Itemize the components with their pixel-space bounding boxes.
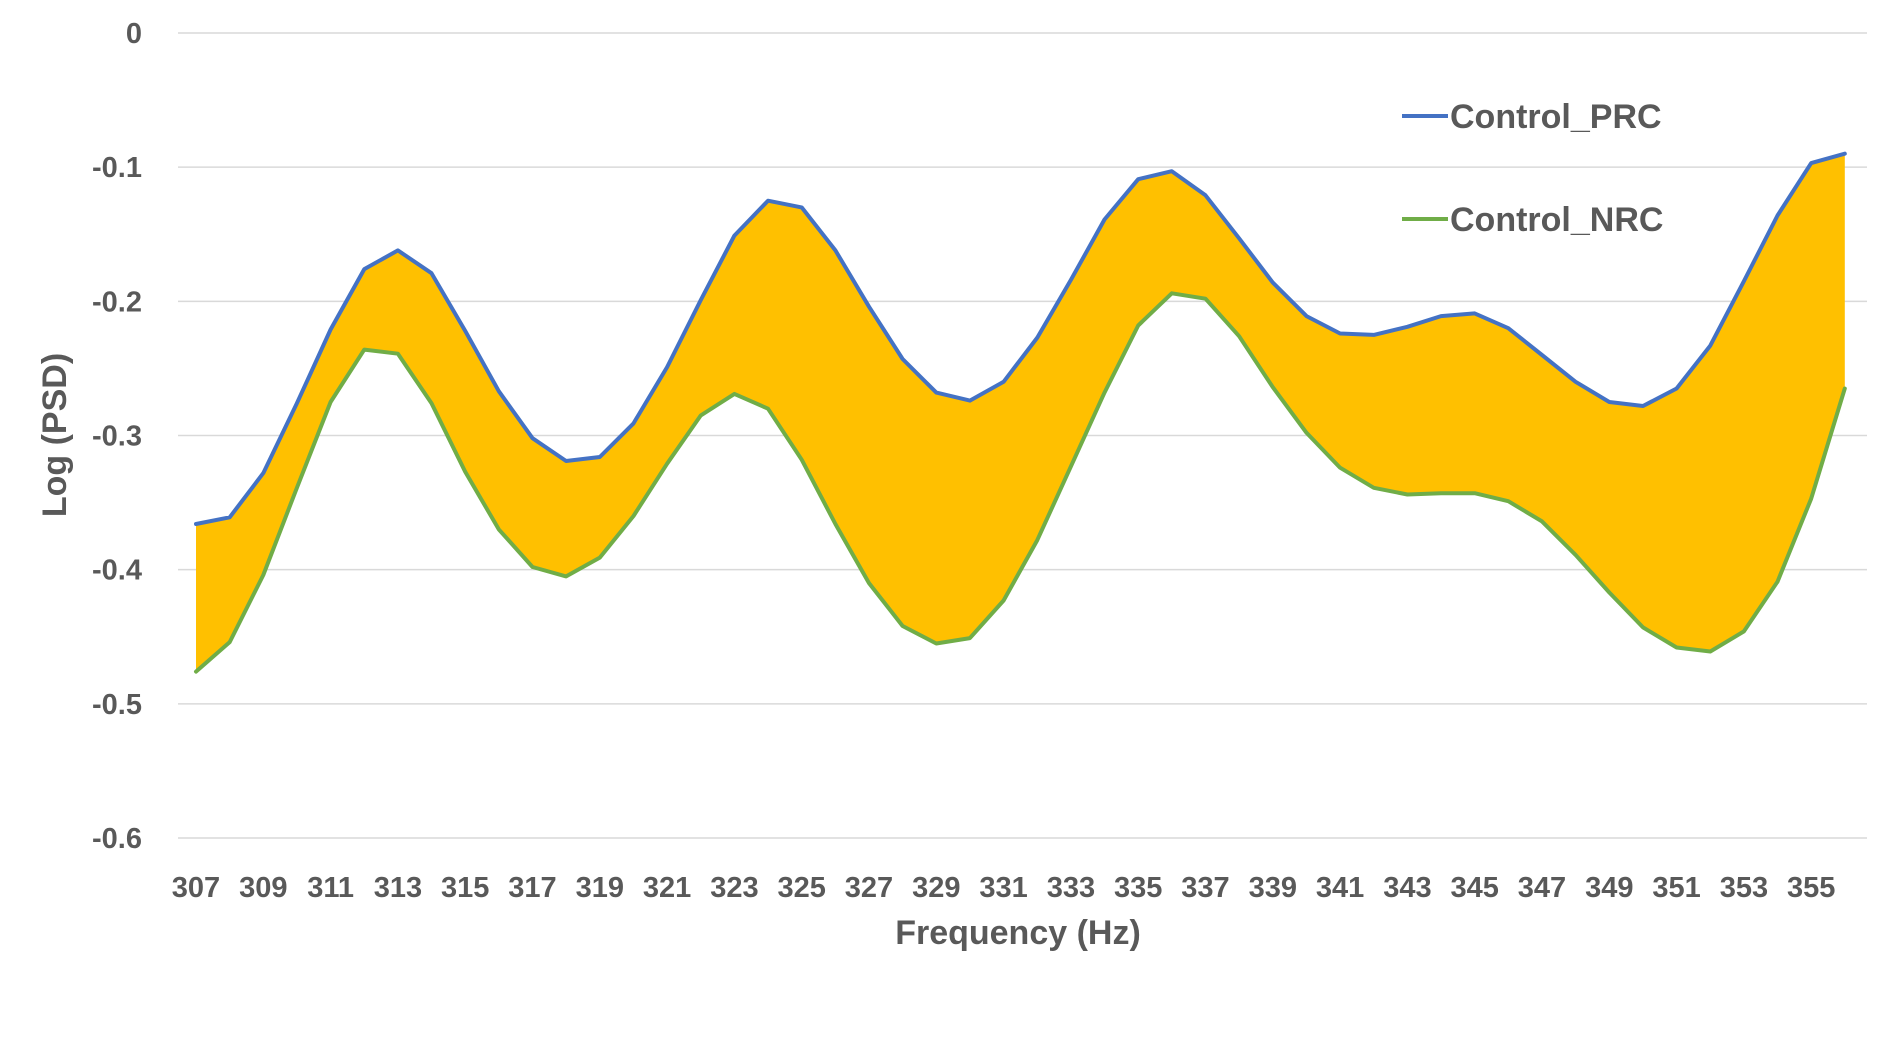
x-tick-label: 337 bbox=[1181, 872, 1229, 904]
x-tick-label: 355 bbox=[1787, 872, 1835, 904]
x-tick-label: 321 bbox=[643, 872, 691, 904]
x-tick-label: 347 bbox=[1518, 872, 1566, 904]
x-tick-label: 353 bbox=[1720, 872, 1768, 904]
fill-between-area bbox=[196, 153, 1845, 672]
y-tick-label: -0.3 bbox=[92, 421, 142, 453]
x-axis-title: Frequency (Hz) bbox=[895, 914, 1141, 952]
x-axis-tick-labels: 307 309 311 313 315 317 319 321 323 325 327 329 331 3… bbox=[172, 872, 1836, 904]
x-tick-label: 317 bbox=[508, 872, 556, 904]
y-tick-label: -0.1 bbox=[92, 152, 142, 184]
x-tick-label: 325 bbox=[778, 872, 826, 904]
fill-between-polygon bbox=[196, 153, 1845, 672]
x-tick-label: 351 bbox=[1652, 872, 1700, 904]
y-tick-label: -0.6 bbox=[92, 823, 142, 855]
x-tick-label: 309 bbox=[239, 872, 287, 904]
y-tick-label: -0.2 bbox=[92, 286, 142, 318]
x-tick-label: 331 bbox=[979, 872, 1027, 904]
series-line-control-nrc bbox=[194, 291, 1847, 674]
series-lines bbox=[194, 151, 1847, 674]
x-tick-label: 311 bbox=[307, 872, 354, 904]
x-tick-label: 343 bbox=[1383, 872, 1431, 904]
y-tick-label: -0.4 bbox=[92, 555, 142, 587]
x-tick-label: 313 bbox=[374, 872, 422, 904]
series-line-control-prc bbox=[194, 151, 1847, 526]
x-tick-label: 329 bbox=[912, 872, 960, 904]
x-tick-label: 307 bbox=[172, 872, 220, 904]
legend-label: Control_PRC bbox=[1450, 98, 1662, 136]
x-tick-label: 319 bbox=[576, 872, 624, 904]
x-tick-label: 335 bbox=[1114, 872, 1162, 904]
legend-label: Control_NRC bbox=[1450, 201, 1663, 239]
x-tick-label: 341 bbox=[1316, 872, 1364, 904]
x-tick-label: 339 bbox=[1249, 872, 1297, 904]
y-axis-tick-labels: 0 -0.1 -0.2 -0.3 -0.4 -0.5 -0.6 bbox=[92, 18, 142, 855]
y-tick-label: -0.5 bbox=[92, 689, 142, 721]
y-axis-title: Log (PSD) bbox=[36, 353, 74, 517]
x-tick-label: 323 bbox=[710, 872, 758, 904]
x-tick-label: 345 bbox=[1451, 872, 1499, 904]
x-tick-label: 333 bbox=[1047, 872, 1095, 904]
y-tick-label: 0 bbox=[126, 18, 142, 50]
x-tick-label: 315 bbox=[441, 872, 489, 904]
x-tick-label: 327 bbox=[845, 872, 893, 904]
x-tick-label: 349 bbox=[1585, 872, 1633, 904]
legend: Control_PRC Control_NRC bbox=[1402, 98, 1663, 239]
